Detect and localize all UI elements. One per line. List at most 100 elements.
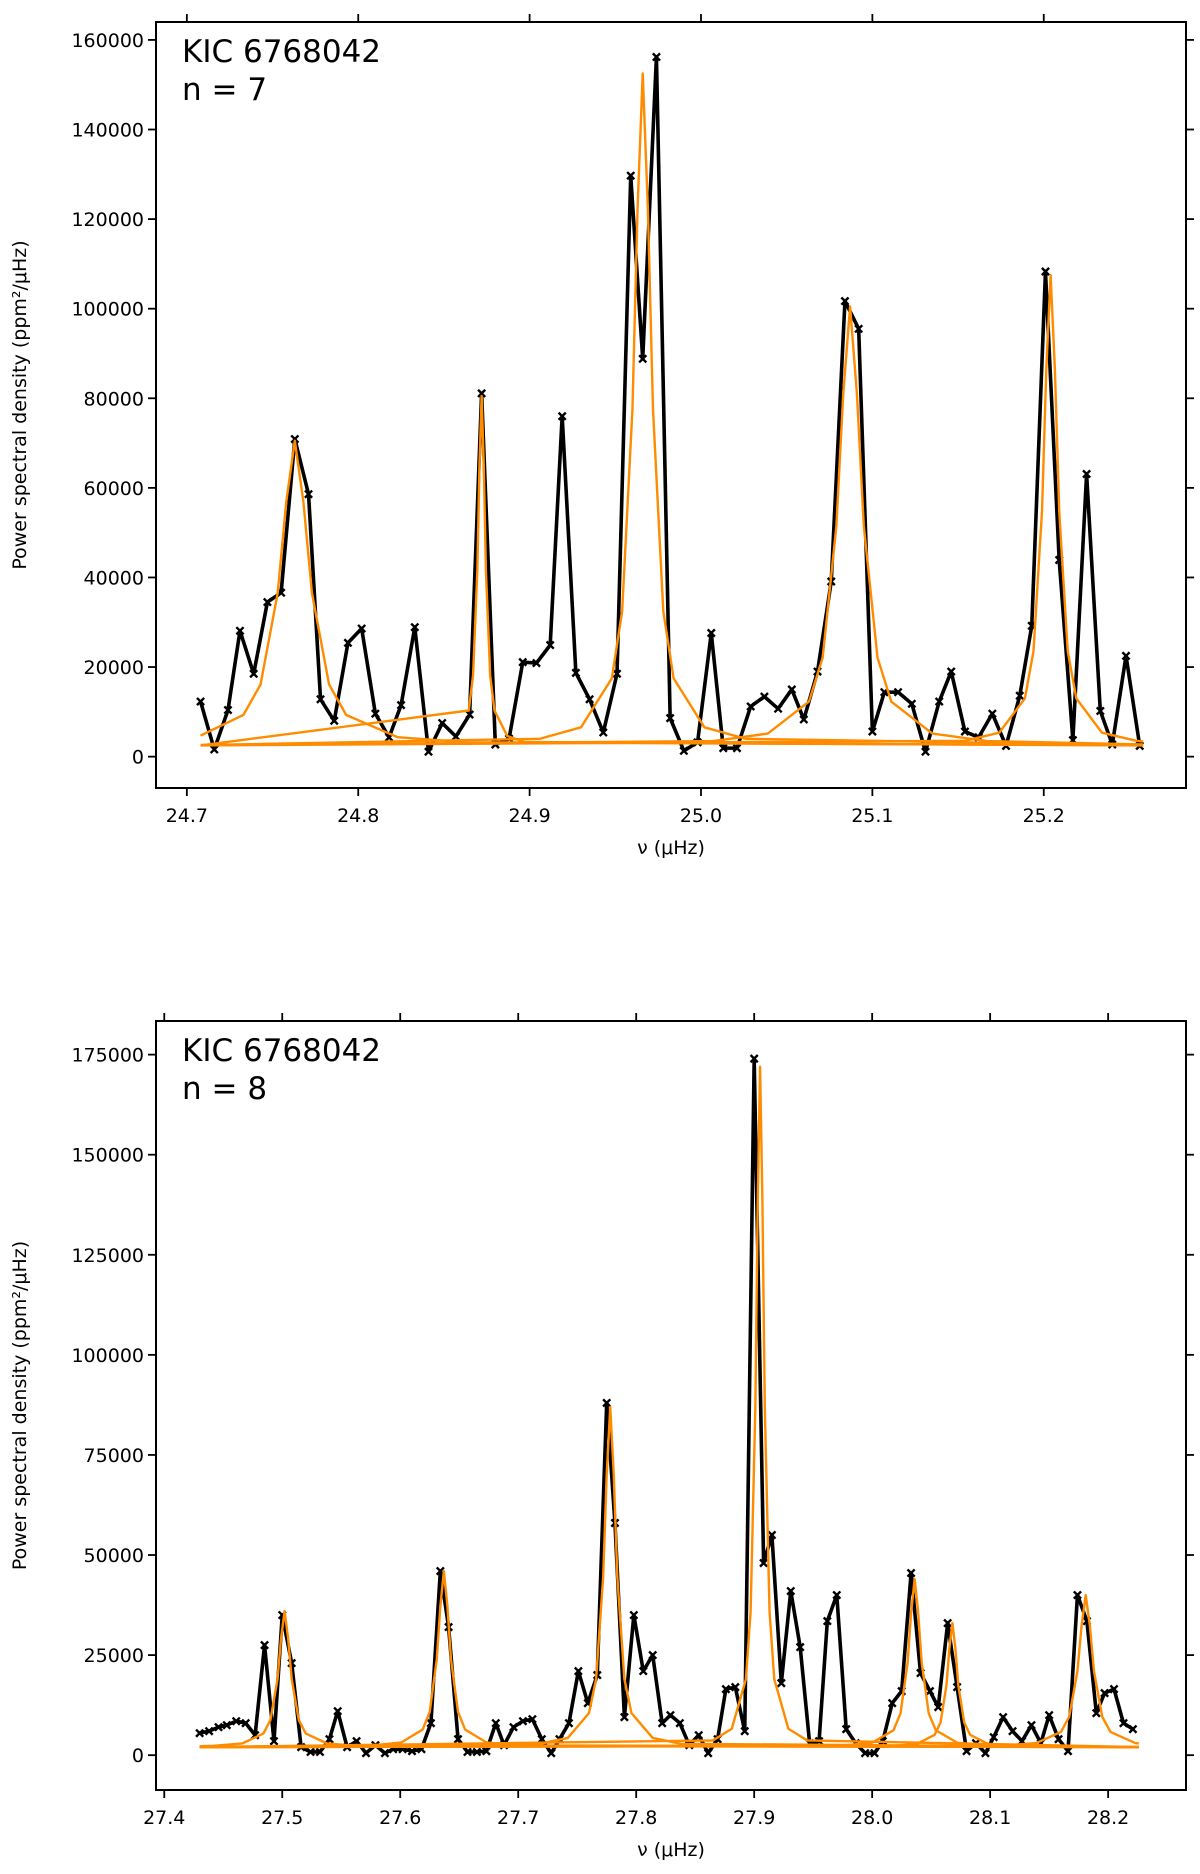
y-tick-label: 20000 [84,657,144,679]
marker [249,669,259,679]
marker [987,709,997,719]
marker [545,640,555,650]
marker [481,1746,491,1756]
marker [822,1616,832,1626]
marker [787,685,797,694]
marker [557,411,567,421]
x-tick-label: 24.9 [508,805,550,827]
marker [746,702,756,711]
marker [998,1712,1008,1722]
marker [361,1748,371,1758]
marker [799,715,809,724]
marker [564,1718,574,1728]
marker [1015,691,1025,701]
series-line [199,1577,1139,1749]
marker [241,1718,251,1728]
marker [740,1726,750,1736]
annotation: n = 7 [182,72,267,108]
y-tick-label: 140000 [71,120,144,142]
marker [721,1684,731,1694]
marker [1095,706,1105,716]
marker [527,1714,537,1724]
marker [962,1746,971,1756]
marker [759,1558,769,1568]
marker [396,700,406,710]
marker [773,704,783,714]
marker [786,1586,796,1596]
marker [629,1610,639,1620]
marker [989,1732,999,1742]
x-tick-label: 25.1 [851,805,893,827]
marker [532,658,541,668]
marker [518,657,528,667]
marker [1026,1720,1036,1730]
y-tick-label: 25000 [84,1645,144,1667]
marker [906,1568,916,1578]
marker [260,1640,269,1650]
marker [1091,1708,1101,1718]
marker [795,1642,805,1652]
x-tick-label: 24.8 [337,805,379,827]
marker [491,1718,501,1728]
marker [1121,651,1131,661]
marker [651,52,661,62]
series-line [199,1621,1139,1749]
series-line [200,439,1144,747]
marker [1073,1590,1082,1600]
marker [571,668,581,678]
series-line [200,273,1144,747]
marker [380,1748,390,1758]
marker [867,727,877,737]
marker [921,747,930,757]
marker [934,697,944,706]
series-line [198,55,1142,754]
plot-area [196,52,1145,757]
x-tick-label: 27.6 [379,1807,421,1829]
x-tick-label: 27.4 [143,1807,185,1829]
marker [453,1734,463,1744]
y-tick-label: 80000 [84,388,144,410]
marker [410,622,420,632]
marker [324,1734,334,1744]
marker [352,1736,362,1746]
y-tick-label: 160000 [71,30,144,52]
marker [223,705,233,715]
marker [465,710,475,719]
marker [832,1590,842,1600]
marker [269,1736,279,1746]
marker [694,1730,704,1740]
marker [925,1686,935,1696]
x-tick-label: 27.7 [497,1807,539,1829]
marker [840,296,850,306]
y-tick-label: 150000 [71,1145,144,1167]
y-tick-label: 40000 [84,567,144,589]
axes-frame [155,21,1187,789]
marker [638,1666,648,1676]
y-tick-label: 75000 [84,1445,144,1467]
series-line [200,72,1144,747]
marker [477,388,487,398]
marker [196,697,206,706]
marker [315,1747,325,1757]
marker [235,626,245,636]
x-axis-label: ν (μHz) [637,837,705,859]
marker [451,732,461,741]
marker [759,692,769,702]
y-tick-label: 100000 [71,299,144,321]
marker [679,746,689,756]
marker [290,434,300,444]
marker [598,728,608,737]
x-tick-label: 27.5 [261,1807,303,1829]
series-line [199,1593,1139,1749]
marker [907,699,917,709]
marker [1054,1734,1064,1744]
marker [214,1722,223,1732]
x-tick-label: 24.7 [166,805,208,827]
x-tick-label: 25.2 [1023,805,1065,827]
marker [870,1748,879,1758]
marker [306,1747,316,1757]
marker [665,713,675,723]
axes-frame [155,1020,1187,1791]
marker [1063,1746,1073,1756]
y-tick-label: 0 [132,1745,144,1767]
